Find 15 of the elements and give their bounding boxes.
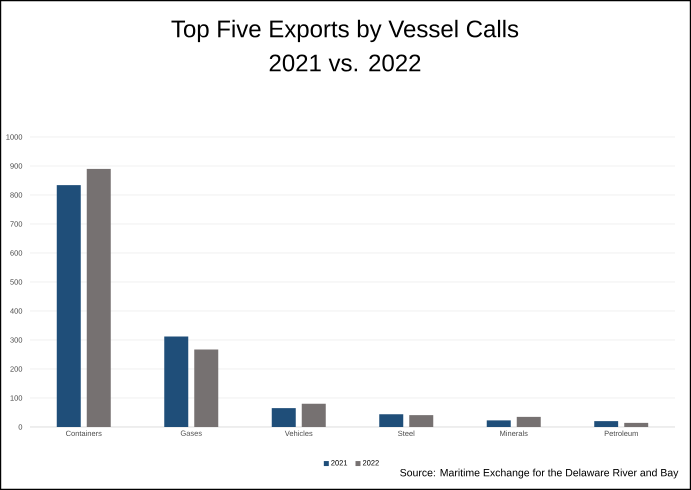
bar	[302, 404, 326, 427]
bar	[56, 185, 81, 427]
bar	[379, 414, 404, 427]
bar	[486, 420, 511, 427]
chart-title: Top Five Exports by Vessel Calls	[171, 20, 518, 42]
bar	[86, 168, 111, 427]
bar	[409, 415, 434, 427]
bar	[624, 422, 648, 427]
chart-subtitle: 2021 vs. 2022	[270, 54, 420, 72]
bar	[516, 416, 541, 427]
bar	[194, 350, 218, 427]
bar	[594, 421, 618, 427]
source-note: Source: Maritime Exchange for the Delaware River and Bay	[400, 468, 678, 478]
bar	[164, 336, 188, 427]
bar	[272, 408, 296, 427]
